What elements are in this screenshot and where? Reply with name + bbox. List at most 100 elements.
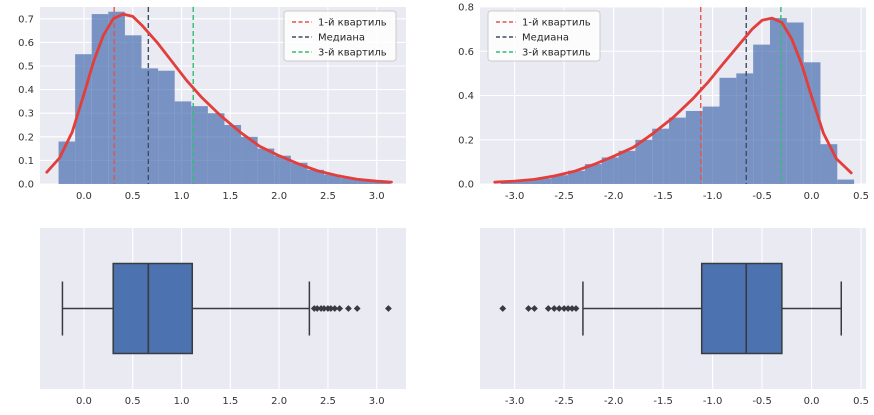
y-tick-label: 0.8 (458, 3, 474, 14)
x-tick-label: -0.5 (752, 396, 772, 407)
histogram-bar (58, 141, 76, 184)
x-tick-label: 0.0 (804, 191, 820, 202)
box (112, 262, 194, 355)
outlier-point (327, 305, 335, 312)
outlier-point (525, 305, 532, 312)
histogram-bar (324, 174, 341, 184)
outlier-point (555, 305, 563, 312)
histogram-bar (224, 125, 242, 184)
histogram-bar (534, 178, 552, 184)
x-tick-label: -2.5 (554, 191, 574, 202)
histogram-bar (124, 35, 142, 184)
box-right: -3.0 -2.5 -2.0 -1.5 -1.0 -0.5 0.0 0.5 (480, 228, 869, 407)
x-tick-label: -1.0 (703, 191, 723, 202)
histogram-bar (108, 11, 125, 184)
x-tick-label: 0.0 (76, 191, 92, 202)
histogram-bar (837, 179, 855, 184)
outlier-point (313, 305, 321, 312)
histogram-bar (274, 155, 291, 184)
histogram-bar (635, 139, 653, 184)
histogram-bar (551, 175, 569, 184)
x-tick-label: 3.0 (369, 191, 385, 202)
outlier-point (353, 305, 361, 312)
histogram-bar (736, 73, 754, 184)
x-tick-label: 2.5 (320, 396, 336, 407)
x-tick-label: 1.0 (174, 191, 190, 202)
x-tick-label: -1.0 (703, 396, 723, 407)
histogram-bar (257, 148, 275, 184)
hist-left: 0.0 0.1 0.2 0.3 0.4 0.5 0.6 0.7 0.0 0.5 1.0 1.5 2.0 2… (18, 7, 406, 202)
x-tick-label: -3.0 (505, 396, 525, 407)
x-tick-label: -2.0 (604, 191, 624, 202)
histogram-bar (207, 113, 225, 184)
x-tick-label: 0.5 (853, 396, 869, 407)
x-tick-label: -2.0 (604, 396, 624, 407)
outlier-point (564, 305, 572, 312)
y-tick-label: 0.6 (18, 38, 34, 49)
histogram-bar (174, 101, 192, 184)
x-tick-label: -1.5 (653, 396, 673, 407)
histogram-bar (601, 157, 619, 184)
legend-label: Медиана (522, 33, 569, 44)
y-tick-label: 0.4 (458, 91, 474, 102)
histogram-bar (618, 150, 636, 184)
outlier-point (544, 305, 552, 312)
x-tick-label: -2.5 (554, 396, 574, 407)
legend: 1-й квартиль Медиана 3-й квартиль (487, 10, 601, 62)
legend-label: Медиана (318, 33, 365, 44)
histogram-bar (769, 18, 787, 184)
x-tick-label: 1.5 (222, 396, 238, 407)
hist-right: 0.0 0.2 0.4 0.6 0.8 -3.0 -2.5 -2.0 -1.5 -1.0 -0.5 0… (458, 3, 869, 203)
x-tick-label: 2.0 (271, 191, 287, 202)
histogram-bar (141, 68, 159, 184)
histogram-bar (584, 164, 602, 184)
histogram-bar (500, 181, 518, 184)
histogram-bar (307, 169, 325, 184)
histogram-bar (517, 180, 535, 184)
y-tick-label: 0.0 (18, 180, 34, 191)
legend-box (283, 10, 397, 62)
x-tick-label: 0.5 (853, 191, 869, 202)
x-tick-label: 2.5 (320, 191, 336, 202)
histogram-bar (91, 14, 109, 184)
x-tick-label: -3.0 (505, 191, 525, 202)
outlier-point (345, 305, 352, 312)
outlier-point (331, 305, 339, 312)
outlier-point (499, 305, 507, 312)
outlier-point (385, 305, 392, 312)
legend-label: 1-й квартиль (318, 18, 387, 29)
kde-curve (45, 12, 393, 184)
histogram-bar (241, 136, 258, 184)
x-tick-label: 2.0 (271, 396, 287, 407)
histogram-bar (786, 22, 804, 184)
histogram-bar (669, 117, 686, 184)
histogram-bar (191, 106, 208, 184)
legend-box (487, 10, 601, 62)
x-tick-label: 0.0 (76, 396, 92, 407)
histogram-bar (719, 77, 737, 184)
histogram-bar (652, 128, 670, 184)
x-tick-label: 1.5 (222, 191, 238, 202)
box (700, 262, 783, 355)
box-left: 0.0 0.5 1.0 1.5 2.0 2.5 3.0 (40, 228, 406, 407)
outlier-point (336, 305, 344, 312)
histogram-bar (820, 144, 838, 184)
histogram-bar (685, 110, 703, 184)
outlier-point (560, 305, 568, 312)
kde-curve (493, 16, 853, 184)
histogram-bar (753, 44, 770, 184)
y-tick-label: 0.0 (458, 180, 474, 191)
x-tick-label: 3.0 (369, 396, 385, 407)
legend-label: 3-й квартиль (522, 48, 591, 59)
outlier-point (531, 305, 538, 312)
x-tick-label: -1.5 (653, 191, 673, 202)
histogram-bar (568, 170, 585, 184)
legend-label: 1-й квартиль (522, 18, 591, 29)
histogram-bar (158, 70, 175, 184)
y-tick-label: 0.2 (18, 132, 34, 143)
x-tick-label: 0.5 (125, 191, 141, 202)
histogram-bar (290, 162, 308, 184)
histogram-bar (340, 178, 358, 184)
